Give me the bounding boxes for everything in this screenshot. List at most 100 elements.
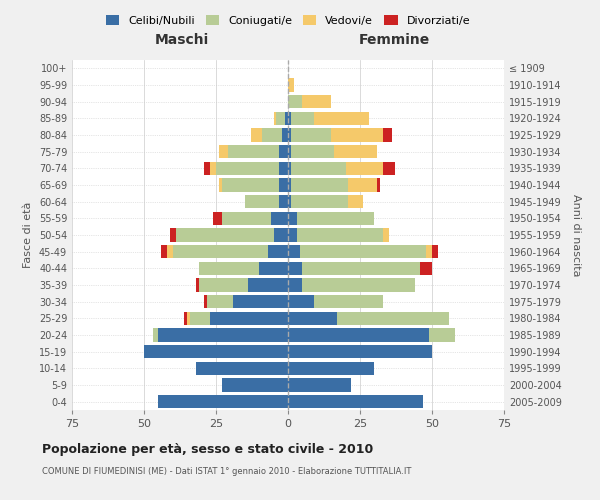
Bar — [288, 128, 291, 141]
Text: COMUNE DI FIUMEDINISI (ME) - Dati ISTAT 1° gennaio 2010 - Elaborazione TUTTITALI: COMUNE DI FIUMEDINISI (ME) - Dati ISTAT … — [42, 468, 412, 476]
Bar — [262, 128, 282, 141]
Bar — [291, 178, 349, 192]
Bar — [199, 262, 259, 275]
Bar — [208, 295, 233, 308]
Bar — [337, 312, 449, 325]
Bar — [280, 145, 288, 158]
Bar — [426, 245, 432, 258]
Bar — [291, 162, 346, 175]
Bar — [291, 128, 331, 141]
Bar — [302, 278, 415, 291]
Bar — [199, 278, 248, 291]
Bar — [184, 312, 187, 325]
Bar — [288, 195, 291, 208]
Bar — [302, 95, 331, 108]
Bar — [377, 178, 380, 192]
Bar — [429, 328, 455, 342]
Bar — [196, 278, 199, 291]
Bar — [173, 245, 268, 258]
Bar — [288, 95, 302, 108]
Bar — [331, 128, 383, 141]
Bar — [274, 228, 288, 241]
Bar — [152, 328, 158, 342]
Bar — [167, 245, 173, 258]
Bar — [216, 162, 280, 175]
Bar — [334, 145, 377, 158]
Bar — [158, 328, 288, 342]
Bar — [280, 178, 288, 192]
Bar — [288, 362, 374, 375]
Bar — [302, 262, 421, 275]
Bar — [299, 245, 426, 258]
Bar — [227, 145, 280, 158]
Bar — [288, 395, 424, 408]
Bar — [291, 112, 314, 125]
Bar — [383, 162, 395, 175]
Bar — [210, 312, 288, 325]
Bar — [285, 112, 288, 125]
Bar — [288, 145, 291, 158]
Bar — [248, 278, 288, 291]
Bar — [288, 162, 291, 175]
Bar — [288, 228, 296, 241]
Bar — [213, 212, 222, 225]
Bar — [282, 128, 288, 141]
Bar — [196, 362, 288, 375]
Bar — [349, 178, 377, 192]
Bar — [161, 245, 167, 258]
Bar — [176, 228, 274, 241]
Bar — [288, 78, 294, 92]
Bar — [251, 128, 262, 141]
Bar — [288, 345, 432, 358]
Bar — [288, 295, 314, 308]
Bar — [288, 328, 429, 342]
Bar — [210, 162, 216, 175]
Bar — [383, 228, 389, 241]
Bar — [432, 245, 438, 258]
Bar — [277, 112, 285, 125]
Bar — [314, 295, 383, 308]
Bar — [296, 212, 374, 225]
Bar — [288, 245, 299, 258]
Bar — [288, 262, 302, 275]
Bar — [346, 162, 383, 175]
Y-axis label: Fasce di età: Fasce di età — [23, 202, 33, 268]
Bar — [233, 295, 288, 308]
Bar — [288, 278, 302, 291]
Bar — [268, 245, 288, 258]
Bar — [296, 228, 383, 241]
Text: Popolazione per età, sesso e stato civile - 2010: Popolazione per età, sesso e stato civil… — [42, 442, 373, 456]
Legend: Celibi/Nubili, Coniugati/e, Vedovi/e, Divorziati/e: Celibi/Nubili, Coniugati/e, Vedovi/e, Di… — [101, 10, 475, 30]
Bar — [222, 378, 288, 392]
Bar — [291, 195, 349, 208]
Bar — [280, 162, 288, 175]
Bar — [383, 128, 392, 141]
Bar — [170, 228, 176, 241]
Bar — [288, 378, 352, 392]
Bar — [219, 178, 222, 192]
Bar — [291, 145, 334, 158]
Bar — [245, 195, 280, 208]
Bar — [288, 112, 291, 125]
Y-axis label: Anni di nascita: Anni di nascita — [571, 194, 581, 276]
Bar — [219, 145, 227, 158]
Bar — [280, 195, 288, 208]
Bar — [271, 212, 288, 225]
Bar — [259, 262, 288, 275]
Bar — [274, 112, 277, 125]
Text: Femmine: Femmine — [359, 32, 430, 46]
Bar — [222, 212, 271, 225]
Bar — [421, 262, 432, 275]
Bar — [222, 178, 280, 192]
Bar — [190, 312, 210, 325]
Bar — [349, 195, 363, 208]
Text: Maschi: Maschi — [154, 32, 209, 46]
Bar — [187, 312, 190, 325]
Bar — [205, 295, 208, 308]
Bar — [144, 345, 288, 358]
Bar — [314, 112, 368, 125]
Bar — [288, 312, 337, 325]
Bar — [288, 212, 296, 225]
Bar — [205, 162, 210, 175]
Bar — [158, 395, 288, 408]
